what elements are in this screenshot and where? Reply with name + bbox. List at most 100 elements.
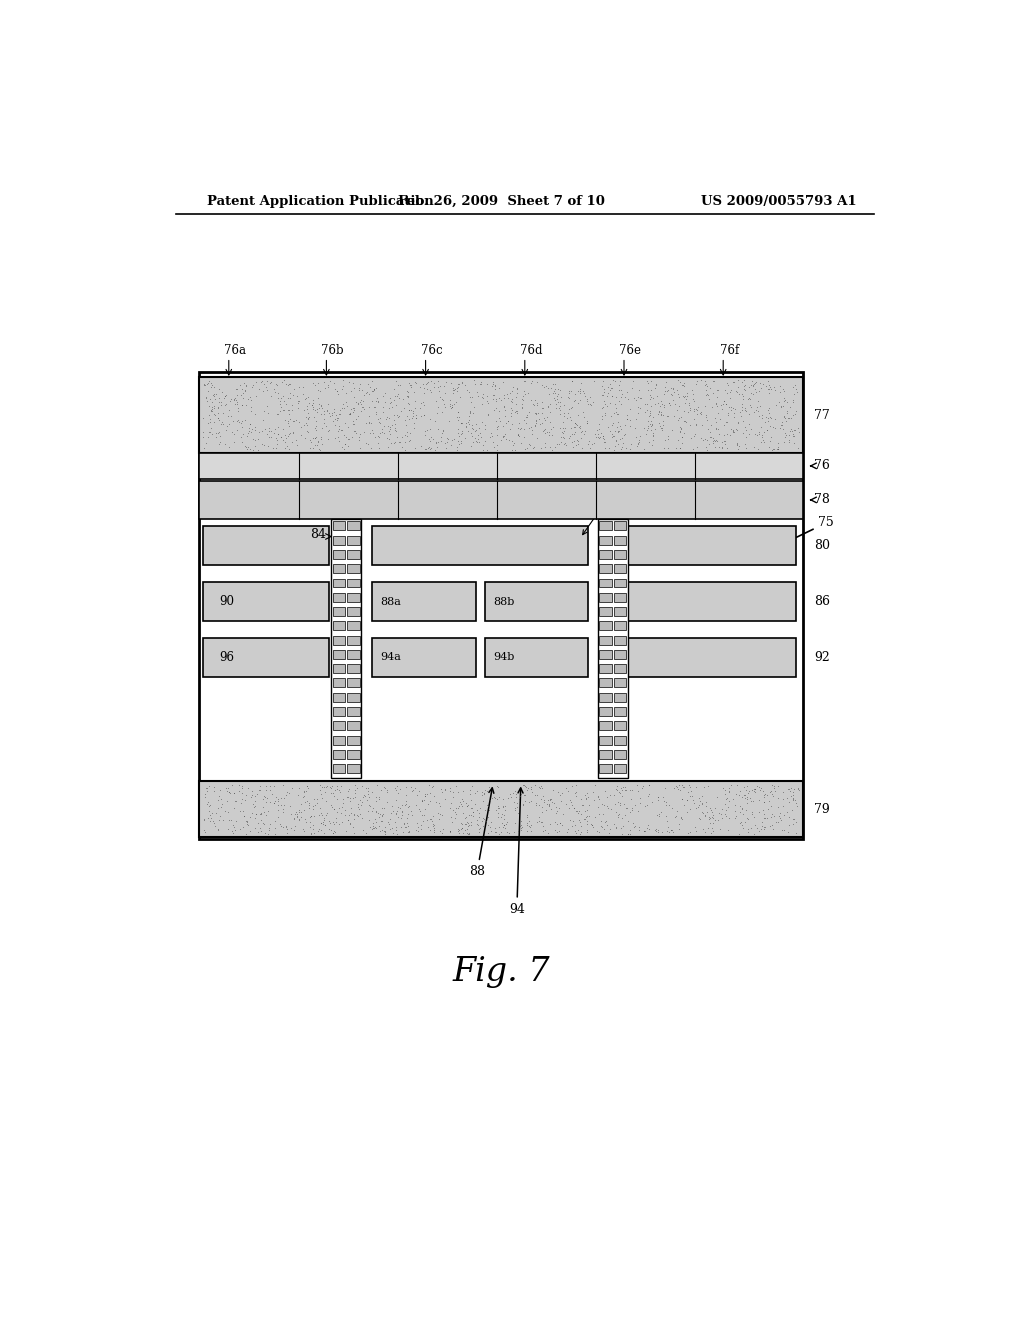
Bar <box>347 550 359 558</box>
Bar <box>347 708 359 715</box>
Text: 78f: 78f <box>710 490 728 500</box>
Text: 78a: 78a <box>215 490 237 500</box>
Bar <box>200 781 803 837</box>
Text: US 2009/0055793 A1: US 2009/0055793 A1 <box>701 194 856 207</box>
Bar <box>333 521 345 531</box>
Text: 90: 90 <box>219 595 234 609</box>
Bar <box>347 693 359 702</box>
Bar <box>333 636 345 644</box>
Bar <box>333 622 345 630</box>
Bar <box>333 764 345 774</box>
Bar <box>373 638 475 677</box>
Bar <box>347 735 359 744</box>
Text: 94b: 94b <box>494 652 514 663</box>
Text: 76d: 76d <box>520 343 543 356</box>
Bar <box>204 527 329 565</box>
Bar <box>333 721 345 730</box>
Bar <box>333 708 345 715</box>
Bar <box>599 564 612 573</box>
Bar <box>485 582 588 620</box>
Text: 88b: 88b <box>494 597 514 607</box>
Text: 77: 77 <box>814 409 830 421</box>
Bar <box>347 578 359 587</box>
Text: 76b: 76b <box>322 343 344 356</box>
Bar <box>599 607 612 616</box>
Bar <box>373 582 475 620</box>
Text: 78c: 78c <box>412 490 432 500</box>
Bar <box>598 519 628 779</box>
Bar <box>599 678 612 688</box>
Bar <box>347 593 359 602</box>
Text: Patent Application Publication: Patent Application Publication <box>207 194 434 207</box>
Bar <box>599 622 612 630</box>
Bar <box>599 550 612 558</box>
Bar <box>333 550 345 558</box>
Bar <box>333 678 345 688</box>
Text: 76f: 76f <box>720 343 739 356</box>
Bar <box>200 378 803 453</box>
Bar <box>347 750 359 759</box>
Bar <box>333 750 345 759</box>
Bar <box>599 721 612 730</box>
Bar <box>613 708 627 715</box>
Text: Fig. 7: Fig. 7 <box>453 956 550 987</box>
Bar <box>613 578 627 587</box>
Bar <box>626 582 797 620</box>
Bar <box>613 550 627 558</box>
Text: 80: 80 <box>814 539 830 552</box>
Bar <box>204 638 329 677</box>
Bar <box>333 578 345 587</box>
Bar <box>613 664 627 673</box>
Text: 76a: 76a <box>224 343 246 356</box>
Bar <box>347 678 359 688</box>
Bar <box>599 593 612 602</box>
Bar <box>599 521 612 531</box>
Bar <box>333 607 345 616</box>
Bar <box>333 564 345 573</box>
Bar <box>333 735 345 744</box>
Bar <box>599 649 612 659</box>
Text: 92: 92 <box>814 651 830 664</box>
Text: 88: 88 <box>469 788 494 878</box>
Bar <box>613 693 627 702</box>
Text: 88a: 88a <box>380 597 401 607</box>
Bar <box>613 721 627 730</box>
Bar <box>373 527 589 565</box>
Bar <box>347 536 359 545</box>
Bar <box>613 622 627 630</box>
Text: 96: 96 <box>219 651 234 664</box>
Bar <box>599 536 612 545</box>
Bar <box>613 750 627 759</box>
Bar <box>333 693 345 702</box>
Bar <box>613 649 627 659</box>
Bar <box>599 764 612 774</box>
Bar <box>613 678 627 688</box>
Text: 76: 76 <box>814 459 830 473</box>
Text: 82b: 82b <box>488 511 510 521</box>
Bar <box>333 593 345 602</box>
Bar <box>599 708 612 715</box>
Bar <box>200 480 803 519</box>
Text: 78d: 78d <box>511 490 532 500</box>
Bar <box>347 721 359 730</box>
Text: 86: 86 <box>814 595 830 609</box>
Text: 78: 78 <box>814 494 830 507</box>
Bar <box>347 664 359 673</box>
Bar <box>333 664 345 673</box>
Bar <box>613 521 627 531</box>
Bar <box>599 735 612 744</box>
Text: 84: 84 <box>310 528 327 541</box>
Bar <box>626 527 797 565</box>
Bar <box>599 750 612 759</box>
Text: 76c: 76c <box>421 343 442 356</box>
Text: 76e: 76e <box>620 343 641 356</box>
Bar <box>347 521 359 531</box>
Bar <box>347 564 359 573</box>
Text: 94a: 94a <box>380 652 401 663</box>
Bar <box>613 764 627 774</box>
Bar <box>599 578 612 587</box>
Bar <box>331 519 361 779</box>
Text: 78e: 78e <box>610 490 631 500</box>
Bar <box>613 735 627 744</box>
Text: 78b: 78b <box>313 490 334 500</box>
